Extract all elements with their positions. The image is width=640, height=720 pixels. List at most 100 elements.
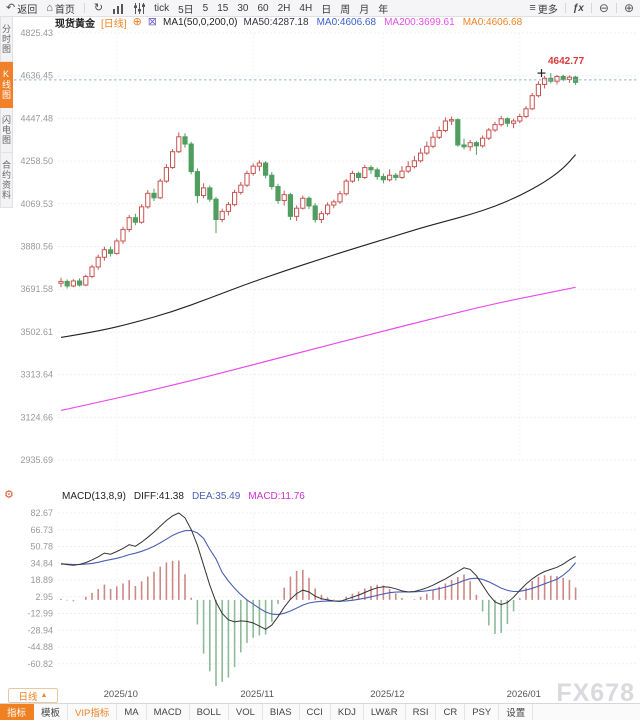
indicator-tab-MA[interactable]: MA — [117, 704, 147, 720]
svg-text:82.67: 82.67 — [30, 508, 53, 518]
indicator-settings-button[interactable] — [133, 2, 146, 14]
svg-text:4636.45: 4636.45 — [20, 71, 53, 81]
chart-legend: 现货黄金 [日线] ⊕ ⊠ MA1(50,0,200,0) MA50:4287.… — [55, 16, 523, 31]
watermark: FX678 — [556, 679, 635, 707]
indicator-tab-BIAS[interactable]: BIAS — [263, 704, 300, 720]
indicator-tab-模板[interactable]: 模板 — [34, 704, 69, 720]
x-axis-label-2026/01: 2026/01 — [506, 689, 541, 700]
toolbar-separator — [590, 3, 592, 13]
triangle-up-icon: ▲ — [40, 692, 48, 699]
interval-4H[interactable]: 4H — [299, 2, 313, 14]
indicator-tab-CR[interactable]: CR — [436, 704, 466, 720]
period-button-label: 日线 — [18, 691, 38, 703]
indicator-tab-KDJ[interactable]: KDJ — [331, 704, 364, 720]
refresh-icon: ↻ — [93, 1, 104, 14]
svg-text:4258.50: 4258.50 — [20, 156, 53, 166]
interval-5日[interactable]: 5日 — [178, 4, 194, 16]
close-indicator-icon[interactable]: ⊠ — [147, 16, 157, 28]
interval-15[interactable]: 15 — [217, 2, 229, 14]
ma-settings-label: MA1(50,0,200,0) — [163, 17, 238, 28]
interval-button-group: tick 5日 5 15 30 60 2H 4H 日周月年 — [154, 1, 388, 16]
interval-日[interactable]: 日 — [321, 4, 332, 16]
symbol-name: 现货黄金 — [55, 19, 95, 30]
period-button[interactable]: 日线 ▲ — [8, 688, 58, 703]
indicator-tab-MACD[interactable]: MACD — [147, 704, 190, 720]
interval-周[interactable]: 周 — [340, 4, 351, 16]
svg-text:-60.82: -60.82 — [27, 659, 53, 669]
zoom-in-button[interactable]: ⊕ — [624, 2, 634, 14]
home-button[interactable]: ⌂ 首页 — [46, 1, 75, 16]
back-label: 返回 — [17, 4, 38, 16]
svg-text:-44.88: -44.88 — [27, 642, 53, 652]
ma-value: MA50:4287.18 — [243, 17, 309, 28]
zoom-out-button[interactable]: ⊖ — [599, 2, 609, 14]
toolbar-separator — [564, 3, 566, 13]
side-tab-合约资料[interactable]: 合约资料 — [0, 153, 13, 208]
indicator-tab-设置[interactable]: 设置 — [499, 704, 534, 720]
indicator-tab-PSY[interactable]: PSY — [465, 704, 500, 720]
back-button[interactable]: ↶ 返回 — [6, 1, 37, 16]
macd-macd-value: MACD:11.76 — [248, 490, 305, 502]
macd-chart[interactable]: 82.67 66.73 50.78 34.84 18.89 2.95 -12.99 -28.9… — [0, 505, 640, 690]
interval-2H[interactable]: 2H — [277, 2, 291, 14]
svg-text:18.89: 18.89 — [30, 575, 53, 585]
indicator-tab-VIP指标[interactable]: VIP指标 — [68, 704, 118, 720]
interval-60[interactable]: 60 — [257, 2, 269, 14]
indicator-tab-VOL[interactable]: VOL — [229, 704, 263, 720]
indicator-tab-RSI[interactable]: RSI — [406, 704, 437, 720]
interval-月[interactable]: 月 — [359, 4, 370, 16]
x-axis-label-2025/12: 2025/12 — [370, 689, 405, 700]
macd-dea-value: DEA:35.49 — [191, 490, 241, 502]
zoom-out-icon: ⊖ — [598, 1, 609, 15]
indicator-toolbar: 指标 模板 VIP指标 MA MACD BOLL VOL BIAS CCI KDJ LW&R RSI C… — [0, 703, 640, 720]
svg-text:2.95: 2.95 — [35, 592, 53, 602]
ma-value: MA0:4606.68 — [316, 17, 377, 28]
svg-text:66.73: 66.73 — [30, 525, 53, 535]
side-tab-分时图[interactable]: 分时图 — [0, 17, 13, 62]
x-axis: 2025/10 2025/11 2025/12 2026/01 — [0, 688, 640, 702]
interval-tick[interactable]: tick — [154, 2, 170, 14]
interval-年[interactable]: 年 — [378, 4, 389, 16]
add-indicator-icon[interactable]: ⊕ — [132, 16, 142, 28]
side-tab-strip: 分时图 K线图 闪电图 合约资料 — [0, 17, 13, 208]
interval-5[interactable]: 5 — [202, 2, 209, 14]
svg-text:-28.94: -28.94 — [27, 625, 53, 635]
toolbar-separator — [83, 3, 85, 13]
svg-text:3691.58: 3691.58 — [20, 284, 53, 294]
macd-legend: ⚙ MACD(13,8,9) DIFF:41.38 DEA:35.49 MACD… — [0, 490, 305, 502]
indicator-tab-指标[interactable]: 指标 — [0, 704, 35, 720]
back-icon: ↶ — [6, 1, 16, 14]
macd-diff-value: DIFF:41.38 — [133, 490, 184, 502]
top-toolbar: ↶ 返回 ⌂ 首页 ↻ t — [0, 0, 640, 17]
toolbar-right-group: ≡ 更多 ƒx ⊖ ⊕ — [529, 1, 634, 16]
svg-text:34.84: 34.84 — [30, 558, 53, 568]
indicator-tab-BOLL[interactable]: BOLL — [190, 704, 229, 720]
more-button[interactable]: ≡ 更多 — [529, 1, 557, 16]
sliders-icon — [134, 2, 146, 14]
svg-text:3313.64: 3313.64 — [20, 370, 53, 380]
indicator-tab-LW&R[interactable]: LW&R — [364, 704, 406, 720]
ma-value: MA200:3699.61 — [384, 17, 455, 28]
symbol-period: [日线] — [101, 19, 127, 30]
x-axis-label-2025/11: 2025/11 — [240, 689, 275, 700]
indicator-tab-CCI[interactable]: CCI — [300, 704, 331, 720]
refresh-button[interactable]: ↻ — [93, 1, 104, 14]
zoom-in-icon: ⊕ — [623, 1, 634, 15]
home-icon: ⌂ — [46, 1, 53, 14]
interval-30[interactable]: 30 — [237, 2, 249, 14]
home-label: 首页 — [54, 4, 75, 16]
svg-text:4069.53: 4069.53 — [20, 199, 53, 209]
chart-type-button[interactable] — [112, 3, 124, 14]
macd-title: MACD(13,8,9) — [62, 490, 126, 502]
gear-icon[interactable]: ⚙ — [4, 489, 14, 501]
svg-text:3502.61: 3502.61 — [20, 327, 53, 337]
candlestick-chart[interactable]: 4825.43 4636.45 4447.48 4258.50 4069.53 3880.… — [0, 28, 640, 468]
more-label: 更多 — [537, 4, 558, 16]
svg-text:50.78: 50.78 — [30, 542, 53, 552]
formula-button[interactable]: ƒx — [573, 3, 584, 14]
side-tab-闪电图[interactable]: 闪电图 — [0, 108, 13, 153]
x-axis-label-2025/10: 2025/10 — [103, 689, 138, 700]
ma-values: MA50:4287.18 MA0:4606.68 MA200:3699.61 MA0:… — [244, 17, 523, 28]
side-tab-K线图[interactable]: K线图 — [0, 62, 13, 108]
